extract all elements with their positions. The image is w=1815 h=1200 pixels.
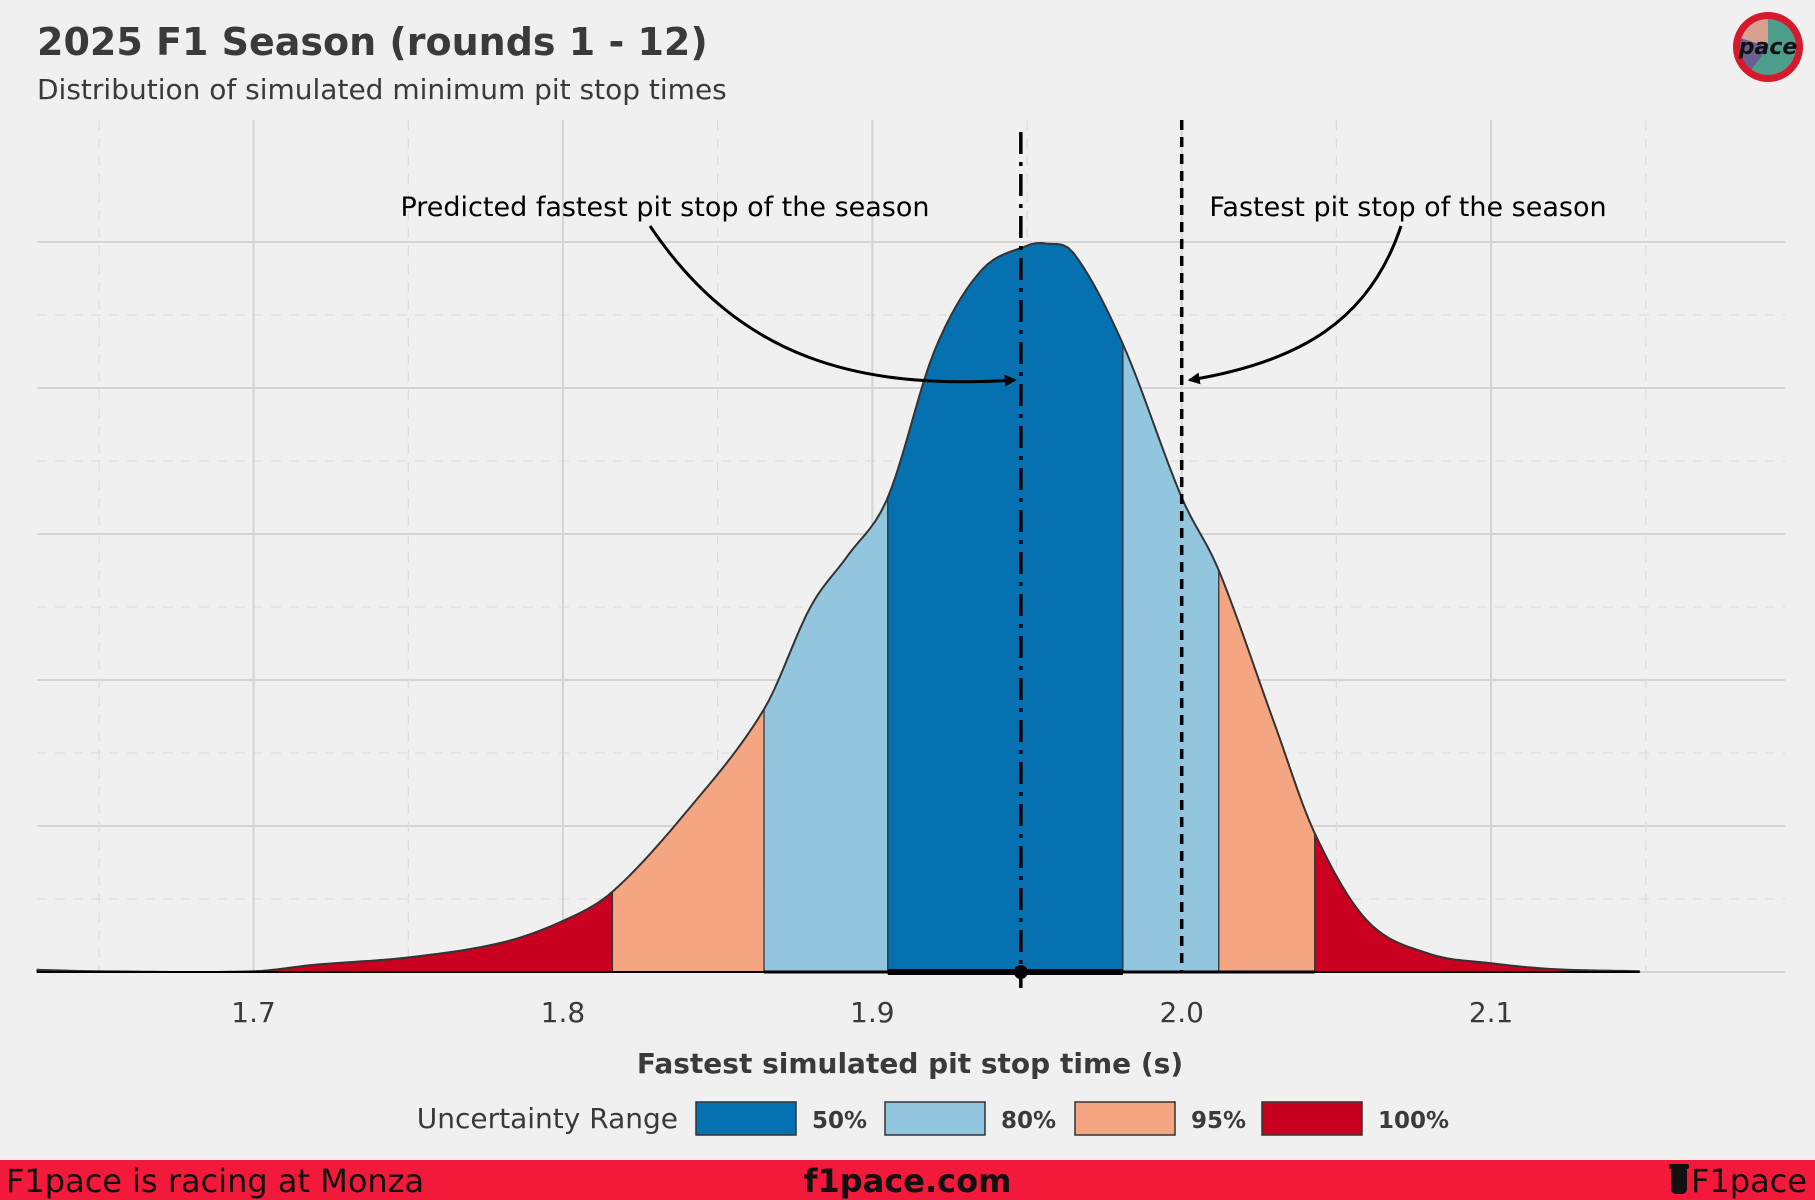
footer-website-link[interactable]: f1pace.com [803, 1162, 1012, 1200]
annotation-predicted: Predicted fastest pit stop of the season [400, 192, 929, 223]
legend-swatch [884, 1101, 986, 1136]
x-tick-label: 1.9 [850, 996, 895, 1029]
legend-swatch [1074, 1101, 1176, 1136]
logo-text: pace [1739, 19, 1797, 75]
legend-label: 95% [1191, 1108, 1246, 1134]
density-chart: Predicted fastest pit stop of the season… [36, 120, 1785, 1136]
chart-subtitle: Distribution of simulated minimum pit st… [37, 73, 727, 106]
x-tick-label: 2.0 [1159, 996, 1204, 1029]
interval-bars [37, 965, 1640, 979]
band-80pct [1122, 343, 1220, 973]
chart-title: 2025 F1 Season (rounds 1 - 12) [37, 20, 708, 64]
legend-label: 50% [812, 1108, 867, 1134]
band-100pct [1314, 833, 1641, 973]
band-95pct [1218, 570, 1316, 973]
band-100pct [36, 890, 614, 973]
x-tick-label: 1.8 [541, 996, 586, 1029]
band-95pct [611, 707, 765, 973]
legend-swatch [695, 1101, 797, 1136]
annotation-actual: Fastest pit stop of the season [1209, 192, 1606, 223]
footer-brand-text: F1pace [1691, 1162, 1807, 1200]
x-tick-label: 1.7 [231, 996, 276, 1029]
legend-label: 80% [1001, 1108, 1056, 1134]
density-curve [36, 242, 1640, 973]
density-bands [36, 242, 1641, 973]
footer-banner: F1pace is racing at Monza f1pace.com F1p… [0, 1160, 1815, 1200]
point-estimate [1013, 965, 1028, 979]
f1pace-badge-icon: pace [1733, 12, 1803, 82]
footer-promo-text: F1pace is racing at Monza [6, 1162, 425, 1200]
reference-lines: Predicted fastest pit stop of the season… [400, 120, 1607, 988]
x-axis-label: Fastest simulated pit stop time (s) [637, 1047, 1183, 1080]
x-axis-ticks: 1.7 1.8 1.9 2.0 2.1 [231, 996, 1513, 1029]
legend-swatch [1261, 1101, 1363, 1136]
legend: Uncertainty Range 50% 80% 95% 100% [417, 1101, 1449, 1136]
arrow-predicted [648, 225, 1017, 387]
arrow-actual [1187, 225, 1403, 385]
cup-icon [1669, 1164, 1690, 1194]
x-tick-label: 2.1 [1469, 996, 1514, 1029]
band-80pct [763, 497, 889, 973]
footer-brand: F1pace [1669, 1162, 1807, 1200]
density-outline [36, 242, 1640, 973]
legend-label: 100% [1378, 1108, 1449, 1134]
band-50pct [887, 242, 1124, 973]
legend-title: Uncertainty Range [417, 1102, 678, 1135]
